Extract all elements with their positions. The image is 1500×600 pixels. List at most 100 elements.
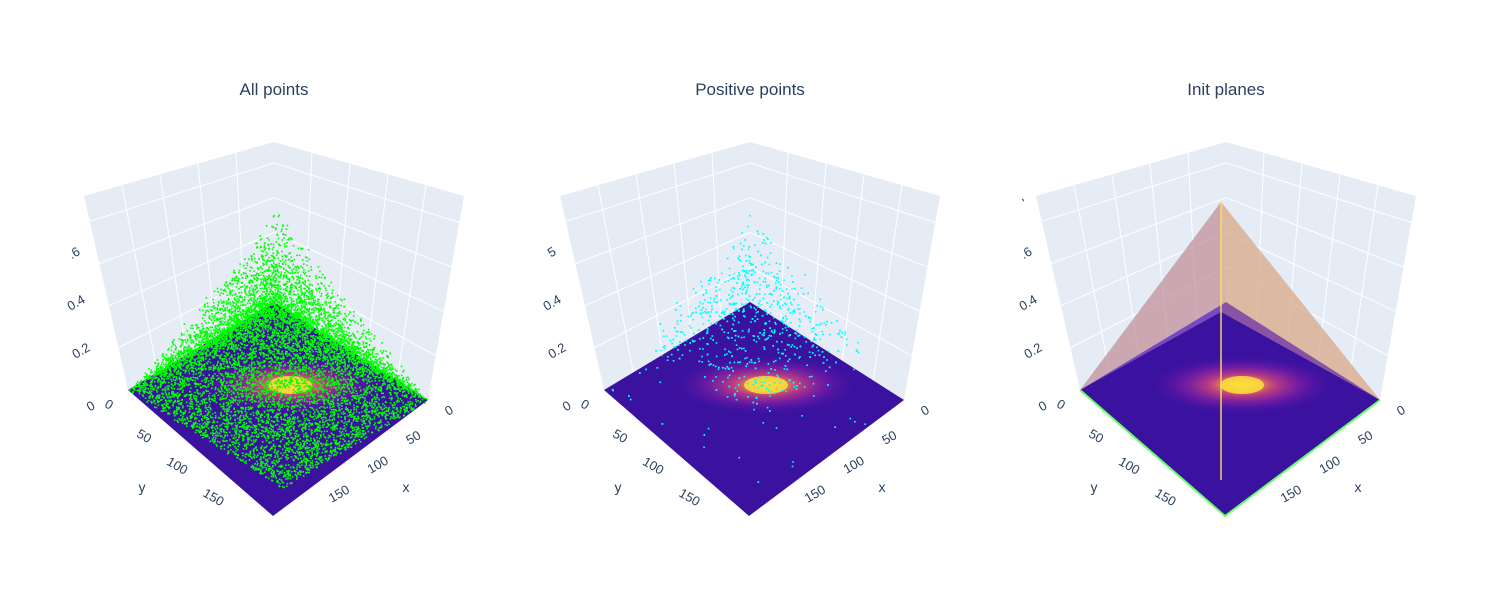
data-point bbox=[303, 287, 305, 290]
data-point bbox=[321, 340, 324, 342]
data-point bbox=[316, 319, 319, 321]
data-point bbox=[250, 365, 253, 368]
data-point bbox=[214, 439, 216, 441]
data-point bbox=[305, 336, 307, 339]
data-point bbox=[363, 353, 366, 355]
data-point bbox=[265, 339, 268, 342]
data-point bbox=[293, 328, 296, 331]
data-point bbox=[170, 353, 173, 356]
data-point bbox=[245, 414, 247, 416]
data-point bbox=[290, 383, 292, 385]
data-point bbox=[267, 379, 270, 382]
data-point bbox=[246, 332, 249, 335]
data-point bbox=[267, 372, 270, 375]
data-point bbox=[294, 342, 296, 345]
data-point bbox=[273, 286, 276, 289]
data-point bbox=[144, 384, 147, 387]
data-point bbox=[198, 336, 201, 339]
data-point bbox=[334, 356, 337, 359]
data-point bbox=[273, 392, 276, 394]
data-point bbox=[345, 430, 347, 432]
data-point bbox=[331, 292, 333, 295]
data-point bbox=[191, 355, 194, 357]
data-point bbox=[203, 348, 205, 350]
data-point bbox=[298, 359, 300, 362]
data-point bbox=[178, 366, 181, 369]
data-point bbox=[195, 395, 198, 398]
data-point bbox=[341, 445, 344, 447]
data-point bbox=[268, 274, 270, 276]
data-point bbox=[142, 395, 145, 397]
data-point bbox=[181, 338, 184, 341]
data-point bbox=[173, 351, 175, 353]
data-point bbox=[282, 322, 285, 324]
data-point bbox=[412, 409, 414, 411]
data-point bbox=[240, 301, 242, 303]
data-point bbox=[174, 366, 176, 368]
data-point bbox=[270, 263, 273, 266]
data-point bbox=[228, 323, 230, 326]
data-point bbox=[322, 374, 325, 376]
data-point bbox=[247, 396, 249, 398]
data-point bbox=[325, 443, 328, 445]
data-point bbox=[279, 386, 282, 388]
data-point bbox=[279, 266, 281, 268]
data-point bbox=[280, 346, 282, 349]
data-point bbox=[174, 383, 176, 386]
data-point bbox=[272, 312, 274, 314]
data-point bbox=[305, 326, 307, 329]
data-point bbox=[255, 427, 257, 430]
data-point bbox=[153, 377, 156, 380]
data-point bbox=[269, 300, 271, 303]
data-point bbox=[293, 410, 295, 412]
data-point bbox=[337, 294, 339, 297]
data-point bbox=[273, 321, 276, 323]
data-point bbox=[205, 407, 208, 409]
data-point bbox=[265, 467, 268, 469]
data-point bbox=[276, 434, 278, 436]
data-point bbox=[232, 444, 234, 446]
data-point bbox=[333, 338, 336, 340]
data-point bbox=[326, 297, 328, 299]
data-point bbox=[232, 397, 234, 400]
data-point bbox=[301, 299, 303, 302]
data-point bbox=[343, 383, 345, 385]
data-point bbox=[283, 384, 285, 387]
data-point bbox=[208, 410, 210, 413]
data-point bbox=[307, 467, 309, 469]
data-point bbox=[350, 353, 353, 356]
data-point bbox=[306, 260, 309, 262]
data-point bbox=[204, 334, 206, 337]
data-point bbox=[294, 306, 297, 309]
data-point bbox=[362, 372, 365, 375]
data-point bbox=[281, 319, 283, 322]
data-point bbox=[299, 286, 302, 288]
data-point bbox=[381, 392, 383, 395]
data-point bbox=[217, 291, 219, 293]
data-point bbox=[378, 412, 381, 414]
data-point bbox=[245, 389, 247, 391]
data-point bbox=[288, 303, 291, 306]
data-point bbox=[339, 434, 342, 437]
data-point bbox=[352, 349, 355, 352]
data-point bbox=[257, 436, 259, 439]
data-point bbox=[254, 371, 256, 373]
data-point bbox=[350, 442, 353, 445]
data-point bbox=[249, 310, 251, 312]
data-point bbox=[238, 418, 241, 420]
data-point bbox=[199, 427, 201, 430]
data-point bbox=[231, 381, 233, 383]
data-point bbox=[205, 368, 207, 371]
data-point bbox=[263, 410, 266, 413]
data-point bbox=[297, 343, 299, 345]
data-point bbox=[364, 415, 367, 418]
panel-all-points[interactable]: .6 0.4 0.2 0 50 100 150 0 50 100 150 0 y x All points bbox=[36, 0, 512, 600]
data-point bbox=[234, 313, 236, 315]
data-point bbox=[283, 365, 285, 367]
data-point bbox=[161, 374, 163, 376]
data-point bbox=[199, 359, 202, 362]
data-point bbox=[179, 411, 182, 413]
data-point bbox=[417, 400, 419, 402]
data-point bbox=[188, 355, 191, 357]
